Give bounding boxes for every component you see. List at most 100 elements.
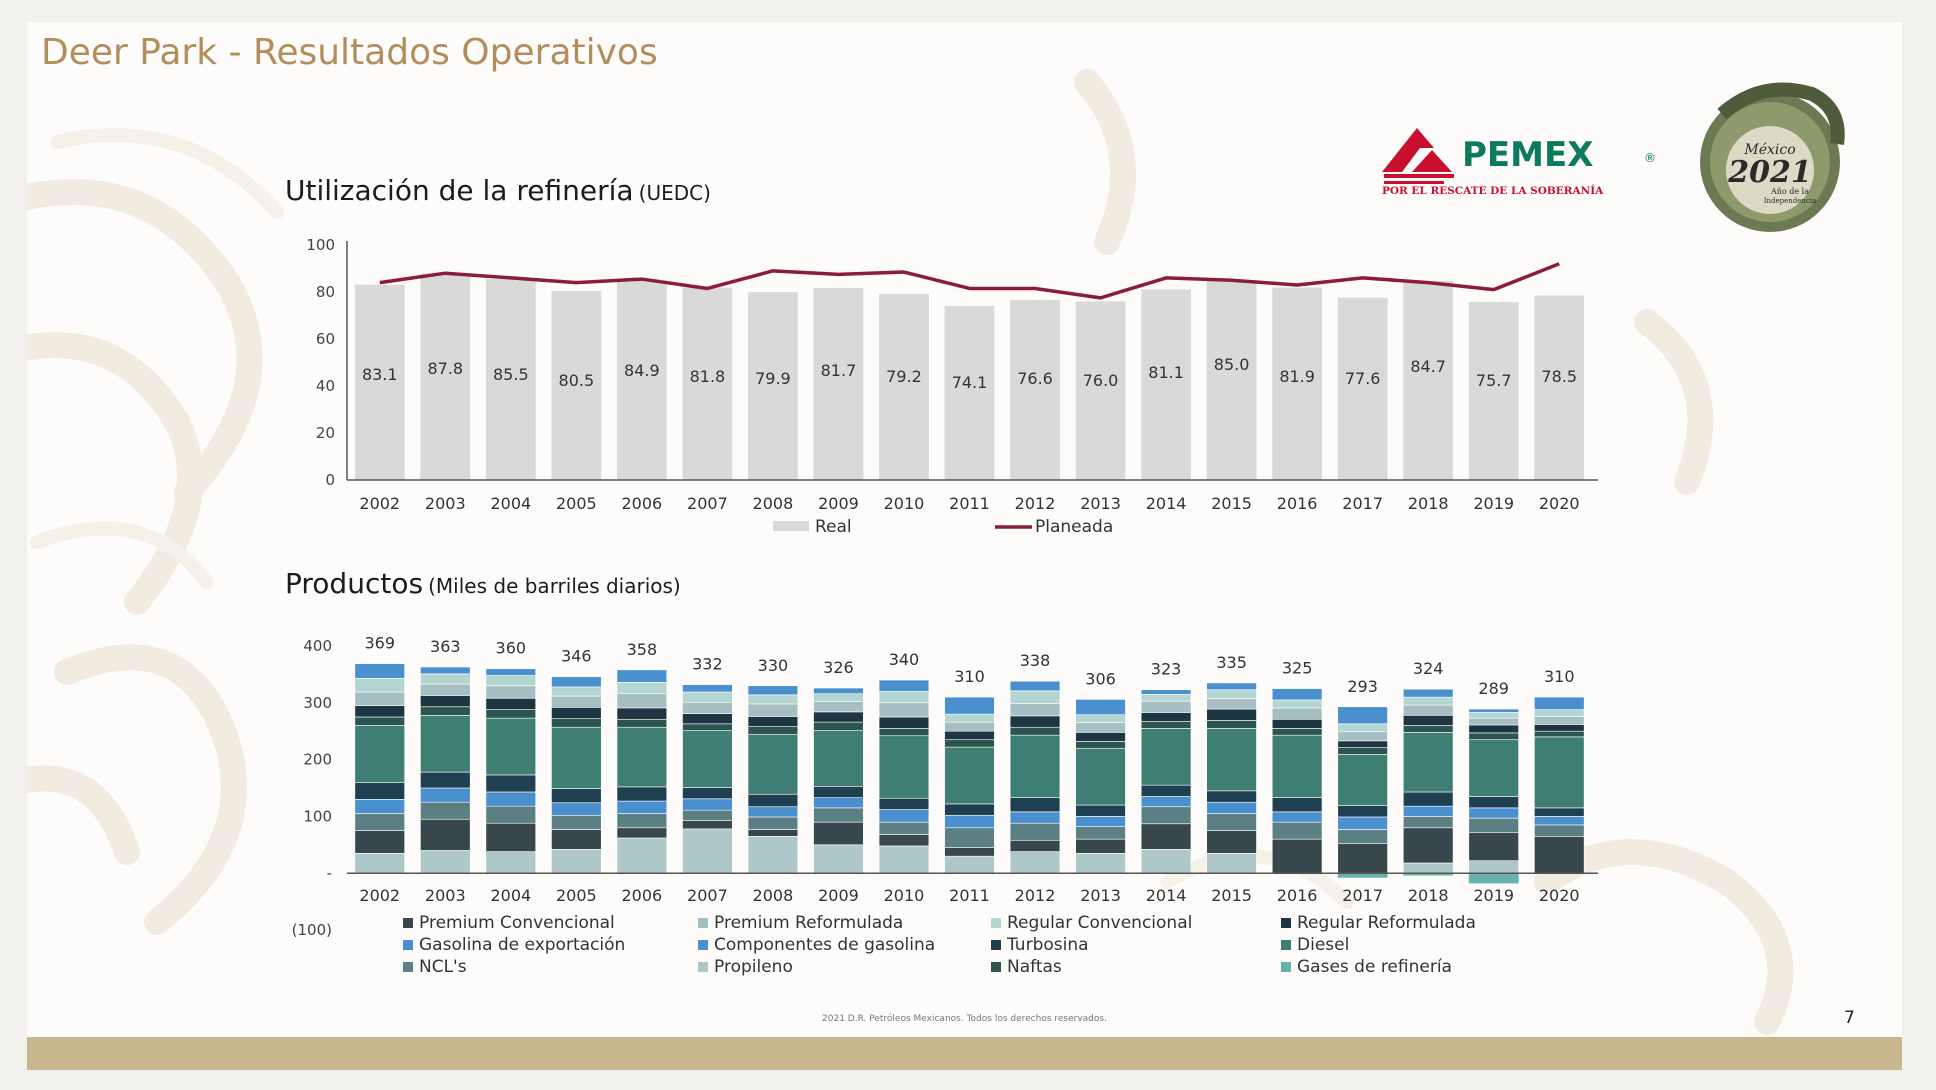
total-label: 346 (561, 647, 592, 666)
stacked-segment (616, 786, 668, 802)
x-tick-label: 2020 (1539, 886, 1580, 905)
stacked-segment (1075, 804, 1126, 817)
stacked-segment (420, 850, 471, 874)
stacked-segment (813, 844, 864, 874)
legend-swatch (403, 918, 413, 928)
y-tick-label: - (327, 864, 332, 882)
stacked-segment (944, 855, 995, 874)
stacked-segment (944, 827, 995, 848)
stacked-segment (420, 787, 471, 803)
stacked-segment (485, 685, 537, 699)
x-tick-label: 2013 (1080, 886, 1121, 905)
total-label: 340 (889, 650, 920, 669)
total-label: 330 (758, 656, 789, 675)
legend-label: Premium Convencional (419, 913, 615, 933)
stacked-segment (747, 829, 799, 837)
total-label: 310 (954, 667, 985, 686)
stacked-segment (616, 682, 668, 695)
stacked-segment (1534, 696, 1585, 710)
stacked-segment (1009, 811, 1061, 824)
stacked-segment (1402, 725, 1454, 733)
stacked-segment (747, 694, 799, 705)
stacked-segment (616, 813, 668, 829)
x-tick-label: 2008 (753, 494, 794, 513)
pemex-eagle-icon (1382, 128, 1454, 184)
stacked-segment (878, 691, 930, 704)
stacked-segment (813, 821, 864, 846)
stacked-segment (682, 723, 733, 731)
stacked-segment (1337, 731, 1388, 742)
stacked-segment (747, 703, 799, 717)
stacked-segment (1075, 714, 1126, 723)
real-bar-label: 79.9 (755, 369, 791, 388)
stacked-segment (1009, 822, 1061, 841)
bottom-band (27, 1037, 1902, 1070)
stacked-segment (682, 787, 733, 800)
y-tick-label: 20 (316, 424, 335, 442)
stacked-segment (354, 830, 405, 854)
stacked-segment (354, 705, 405, 718)
real-bar-label: 81.9 (1279, 367, 1315, 386)
legend-swatch (403, 940, 413, 950)
stacked-segment (1534, 835, 1585, 874)
stacked-segment (944, 847, 995, 857)
stacked-segment (1075, 816, 1126, 827)
legend-item: Gasolina de exportación (403, 935, 625, 955)
legend-swatch (991, 918, 1001, 928)
real-bar (1403, 280, 1454, 480)
stacked-segment (551, 788, 602, 804)
real-bar-label: 85.5 (493, 365, 529, 384)
stacked-segment (616, 693, 668, 709)
stacked-segment (1534, 807, 1585, 817)
stacked-segment (1337, 805, 1388, 818)
stacked-segment (1009, 680, 1061, 692)
stacked-segment (1206, 708, 1257, 721)
x-tick-label: 2018 (1408, 886, 1449, 905)
stacked-segment (1009, 839, 1061, 852)
stacked-segment (1075, 722, 1126, 733)
pemex-name: PEMEX (1462, 135, 1593, 175)
stacked-segment (944, 713, 995, 723)
real-bar-label: 84.7 (1410, 357, 1446, 376)
products-chart: (100) - 100 200 300 400 369 2002 363 2003 360 2004 3… (292, 634, 1598, 939)
y-tick-label: 400 (303, 637, 332, 655)
stacked-segment (1534, 736, 1585, 809)
stacked-segment (1534, 824, 1585, 837)
stacked-segment (354, 691, 405, 706)
real-bar-label: 84.9 (624, 361, 660, 380)
real-bar-label: 81.1 (1148, 363, 1184, 382)
utilization-title-text: Utilización de la refinería (285, 174, 634, 207)
total-label: 306 (1085, 669, 1116, 688)
stacked-segment (1402, 791, 1454, 807)
real-bar (879, 293, 929, 480)
legend-item: Premium Reformulada (698, 913, 903, 933)
stacked-segment (354, 663, 405, 679)
x-tick-label: 2005 (556, 886, 597, 905)
total-label: 358 (627, 640, 658, 659)
products-title-unit: (Miles de barriles diarios) (428, 574, 681, 598)
stacked-segment (354, 782, 405, 800)
real-bar (748, 292, 798, 480)
real-bar (1534, 295, 1585, 480)
total-label: 360 (496, 639, 527, 658)
stacked-segment (747, 816, 799, 830)
stacked-segment (1140, 796, 1192, 808)
stacked-segment (878, 834, 930, 847)
legend-swatch (403, 962, 413, 972)
stacked-segment (551, 726, 602, 789)
stacked-segment (878, 845, 930, 874)
background-ornament (27, 69, 1794, 1035)
real-bar-label: 81.8 (690, 367, 726, 386)
stacked-segment (1271, 728, 1323, 736)
stacked-segment (1402, 862, 1454, 874)
stacked-segment (682, 828, 733, 874)
stacked-segment (1075, 699, 1126, 716)
utilization-title: Utilización de la refinería (UEDC) (285, 174, 711, 207)
stacked-segment (1271, 734, 1323, 798)
stacked-segment (1206, 853, 1257, 874)
x-tick-label: 2003 (425, 494, 466, 513)
legend-item: Gases de refinería (1281, 957, 1452, 977)
real-bar-label: 78.5 (1541, 367, 1577, 386)
stacked-segment (682, 684, 733, 693)
stacked-segment (944, 739, 995, 748)
